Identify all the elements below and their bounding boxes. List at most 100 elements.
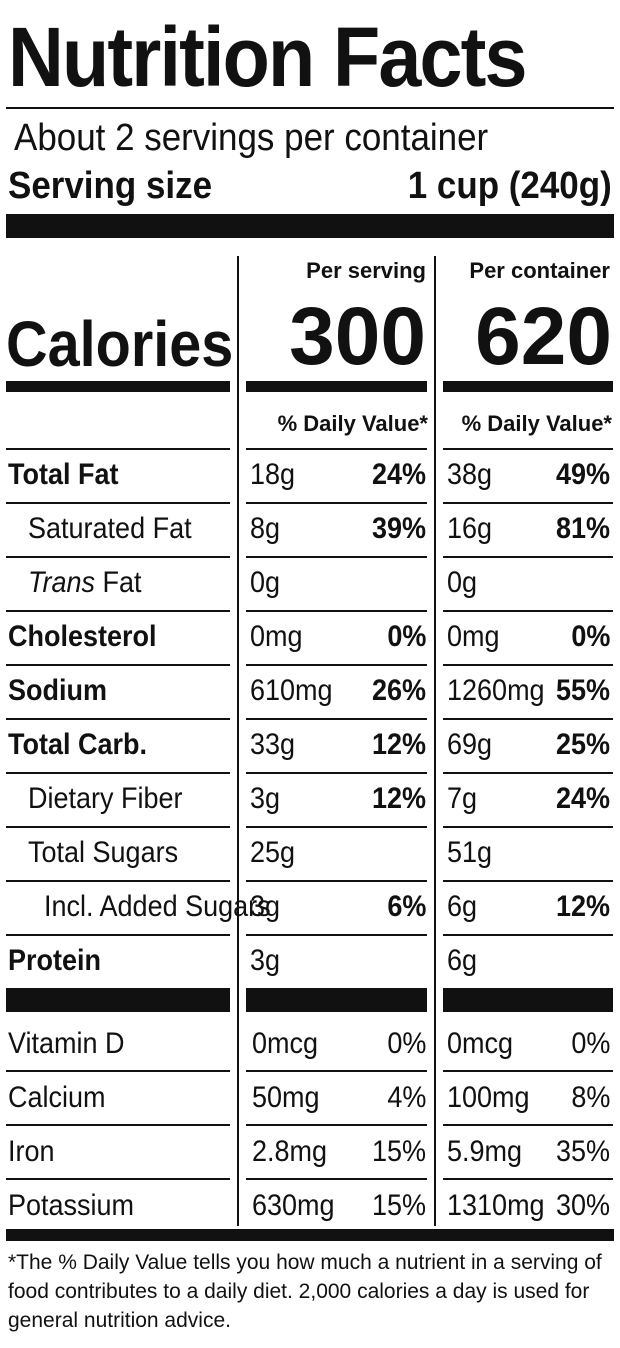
vitamin-container-daily-value: 0%	[570, 1027, 610, 1060]
container-amount: 6g	[447, 944, 478, 977]
row-divider	[443, 934, 613, 936]
vitamin-row-divider	[246, 1124, 427, 1126]
container-amount: 51g	[447, 836, 493, 869]
calories-per-container: 620	[475, 291, 612, 382]
vitamin-serving-amount: 0mcg	[252, 1027, 319, 1060]
vitamin-serving-amount: 630mg	[252, 1189, 335, 1222]
column-divider-left	[237, 256, 239, 1226]
row-divider	[443, 826, 613, 828]
serving-daily-value: 39%	[371, 512, 426, 545]
nutrient-label: Protein	[8, 944, 102, 977]
nutrient-label: Saturated Fat	[28, 512, 192, 545]
vitamin-container-daily-value: 30%	[555, 1189, 610, 1222]
vitamin-row-divider	[6, 1124, 230, 1126]
row-divider	[246, 448, 427, 450]
row-divider	[443, 664, 613, 666]
row-divider	[246, 826, 427, 828]
serving-size-label: Serving size	[8, 165, 213, 207]
row-divider	[443, 556, 613, 558]
row-divider	[6, 826, 230, 828]
container-amount: 69g	[447, 728, 493, 761]
row-divider	[246, 664, 427, 666]
vitamin-row-divider	[443, 1070, 613, 1072]
column-divider-right	[434, 256, 436, 1226]
nutrient-label: Total Fat	[8, 458, 119, 491]
row-divider	[443, 502, 613, 504]
thick-divider-top	[6, 214, 614, 238]
nutrient-label: Total Carb.	[8, 728, 148, 761]
bottom-divider	[6, 1229, 614, 1241]
vitamin-container-amount: 0mcg	[447, 1027, 514, 1060]
row-divider	[6, 556, 230, 558]
row-divider	[6, 448, 230, 450]
container-daily-value: 25%	[555, 728, 610, 761]
nutrient-label: Trans Fat	[28, 563, 142, 603]
serving-daily-value: 12%	[371, 728, 426, 761]
container-daily-value: 55%	[555, 674, 610, 707]
container-daily-value: 0%	[570, 620, 610, 653]
row-divider	[443, 718, 613, 720]
serving-amount: 3g	[250, 890, 281, 923]
daily-value-footnote: *The % Daily Value tells you how much a …	[8, 1251, 602, 1332]
per-serving-header: Per serving	[306, 258, 426, 283]
serving-amount: 25g	[250, 836, 296, 869]
row-divider	[6, 718, 230, 720]
container-amount: 1260mg	[447, 674, 545, 707]
calories-label: Calories	[6, 308, 234, 380]
vitamin-container-amount: 1310mg	[447, 1189, 545, 1222]
row-divider	[246, 556, 427, 558]
label-title: Nutrition Facts	[8, 10, 528, 104]
serving-amount: 8g	[250, 512, 281, 545]
dv-header-container: % Daily Value*	[461, 411, 612, 436]
nutrient-label: Sodium	[8, 674, 107, 707]
serving-daily-value: 26%	[371, 674, 426, 707]
container-daily-value: 12%	[555, 890, 610, 923]
row-divider	[6, 772, 230, 774]
nutrient-label: Incl. Added Sugars	[44, 890, 271, 923]
container-daily-value: 81%	[555, 512, 610, 545]
vitamin-serving-daily-value: 4%	[386, 1081, 426, 1114]
vitamin-serving-amount: 50mg	[252, 1081, 320, 1114]
vitamin-bar-serving	[246, 988, 427, 1012]
nutrient-label: Cholesterol	[8, 620, 157, 653]
row-divider	[443, 448, 613, 450]
serving-daily-value: 6%	[386, 890, 426, 923]
row-divider	[246, 502, 427, 504]
row-divider	[443, 772, 613, 774]
row-divider	[6, 934, 230, 936]
row-divider	[6, 664, 230, 666]
serving-amount: 33g	[250, 728, 296, 761]
vitamin-label: Calcium	[8, 1081, 106, 1114]
vitamin-row-divider	[443, 1178, 613, 1180]
container-amount: 38g	[447, 458, 493, 491]
vitamin-label: Potassium	[8, 1189, 135, 1222]
row-divider	[246, 718, 427, 720]
container-amount: 7g	[447, 782, 478, 815]
row-divider	[246, 934, 427, 936]
title-divider	[6, 107, 614, 109]
container-amount: 0mg	[447, 620, 500, 653]
vitamin-container-amount: 5.9mg	[447, 1135, 523, 1168]
container-daily-value: 24%	[555, 782, 610, 815]
vitamin-row-divider	[6, 1178, 230, 1180]
serving-size-value: 1 cup (240g)	[408, 165, 612, 207]
row-divider	[246, 880, 427, 882]
container-daily-value: 49%	[555, 458, 610, 491]
row-divider	[6, 610, 230, 612]
serving-daily-value: 0%	[386, 620, 426, 653]
vitamin-serving-daily-value: 15%	[371, 1189, 426, 1222]
vitamin-serving-amount: 2.8mg	[252, 1135, 328, 1168]
calories-bar-container	[443, 381, 613, 392]
container-amount: 6g	[447, 890, 478, 923]
vitamin-container-daily-value: 35%	[555, 1135, 610, 1168]
vitamin-row-divider	[6, 1070, 230, 1072]
vitamin-container-amount: 100mg	[447, 1081, 530, 1114]
container-amount: 16g	[447, 512, 493, 545]
serving-amount: 3g	[250, 944, 281, 977]
nutrient-label-rest: Fat	[95, 566, 142, 599]
calories-bar-label	[6, 381, 230, 392]
vitamin-bar-container	[443, 988, 613, 1012]
nutrient-label-italic: Trans	[28, 566, 96, 599]
vitamin-serving-daily-value: 0%	[386, 1027, 426, 1060]
vitamin-serving-daily-value: 15%	[371, 1135, 426, 1168]
